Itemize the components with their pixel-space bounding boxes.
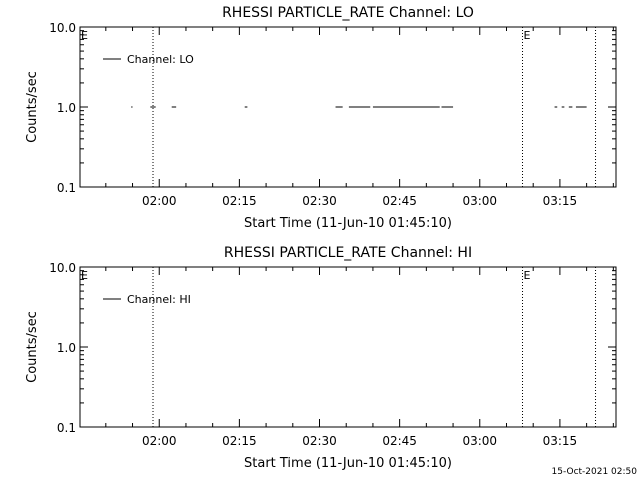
event-marker-label: E [524, 269, 531, 282]
y-axis-label: Counts/sec [25, 311, 40, 383]
chart-title: RHESSI PARTICLE_RATE Channel: HI [224, 245, 472, 261]
y-axis-label: Counts/sec [25, 71, 40, 143]
y-tick-label: 0.1 [57, 421, 76, 435]
plot-frame [79, 266, 617, 428]
y-tick-label: 10.0 [49, 21, 76, 35]
x-tick-label: 02:00 [142, 434, 177, 448]
x-tick-label: 02:15 [222, 194, 257, 208]
y-tick-label: 10.0 [49, 261, 76, 275]
x-tick-label: 02:30 [302, 434, 337, 448]
event-marker-label: E [81, 29, 88, 42]
x-tick-label: 02:00 [142, 194, 177, 208]
x-tick-label: 03:00 [462, 434, 497, 448]
x-tick-label: 02:15 [222, 434, 257, 448]
x-tick-label: 03:00 [462, 194, 497, 208]
event-marker-label: E [81, 269, 88, 282]
y-tick-label: 1.0 [57, 341, 76, 355]
chart-panel-lo: RHESSI PARTICLE_RATE Channel: LO 10.0 1.0… [25, 5, 617, 231]
chart-panel-hi: RHESSI PARTICLE_RATE Channel: HI 10.0 1.0… [25, 245, 617, 471]
x-tick-label: 03:15 [543, 434, 578, 448]
event-marker-label: E [524, 29, 531, 42]
y-tick-label: 0.1 [57, 181, 76, 195]
x-tick-label: 03:15 [543, 194, 578, 208]
x-tick-label: 02:45 [382, 434, 417, 448]
y-tick-label: 1.0 [57, 101, 76, 115]
legend-label: Channel: LO [127, 53, 194, 66]
x-tick-label: 02:45 [382, 194, 417, 208]
x-axis-label: Start Time (11-Jun-10 01:45:10) [244, 216, 452, 231]
x-axis-label: Start Time (11-Jun-10 01:45:10) [244, 456, 452, 471]
legend-label: Channel: HI [127, 293, 191, 306]
x-tick-label: 02:30 [302, 194, 337, 208]
generated-timestamp: 15-Oct-2021 02:50 [552, 467, 638, 477]
plot-frame [79, 26, 617, 188]
chart-title: RHESSI PARTICLE_RATE Channel: LO [222, 5, 474, 21]
